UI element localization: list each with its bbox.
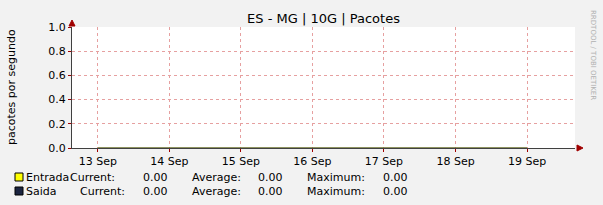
- svg-text:0.4: 0.4: [48, 93, 66, 106]
- svg-text:RRDTOOL / TOBI OETIKER: RRDTOOL / TOBI OETIKER: [589, 10, 597, 100]
- svg-text:Saida: Saida: [26, 185, 57, 198]
- svg-text:pacotes por segundo: pacotes por segundo: [5, 29, 18, 145]
- svg-text:0.2: 0.2: [48, 118, 66, 131]
- svg-text:Maximum:: Maximum:: [307, 171, 365, 184]
- svg-text:0.00: 0.00: [143, 171, 168, 184]
- svg-text:0.00: 0.00: [258, 185, 283, 198]
- svg-text:Entrada: Entrada: [26, 171, 69, 184]
- svg-text:0.8: 0.8: [48, 45, 66, 58]
- svg-text:Current:: Current:: [80, 185, 125, 198]
- svg-text:19 Sep: 19 Sep: [508, 155, 546, 168]
- svg-text:ES - MG | 10G | Pacotes: ES - MG | 10G | Pacotes: [247, 11, 400, 26]
- svg-text:14 Sep: 14 Sep: [150, 155, 188, 168]
- svg-text:0.00: 0.00: [383, 171, 408, 184]
- svg-text:0.0: 0.0: [48, 142, 66, 155]
- svg-text:17 Sep: 17 Sep: [365, 155, 403, 168]
- svg-text:16 Sep: 16 Sep: [293, 155, 331, 168]
- svg-text:Average:: Average:: [192, 171, 241, 184]
- svg-text:15 Sep: 15 Sep: [222, 155, 260, 168]
- svg-text:0.00: 0.00: [383, 185, 408, 198]
- svg-text:Average:: Average:: [192, 185, 241, 198]
- svg-text:0.00: 0.00: [143, 185, 168, 198]
- svg-text:Maximum:: Maximum:: [307, 185, 365, 198]
- svg-text:0.6: 0.6: [48, 69, 66, 82]
- svg-text:Current:: Current:: [70, 171, 115, 184]
- svg-text:13 Sep: 13 Sep: [79, 155, 117, 168]
- svg-text:0.00: 0.00: [258, 171, 283, 184]
- svg-text:1.0: 1.0: [48, 21, 66, 34]
- svg-text:18 Sep: 18 Sep: [436, 155, 474, 168]
